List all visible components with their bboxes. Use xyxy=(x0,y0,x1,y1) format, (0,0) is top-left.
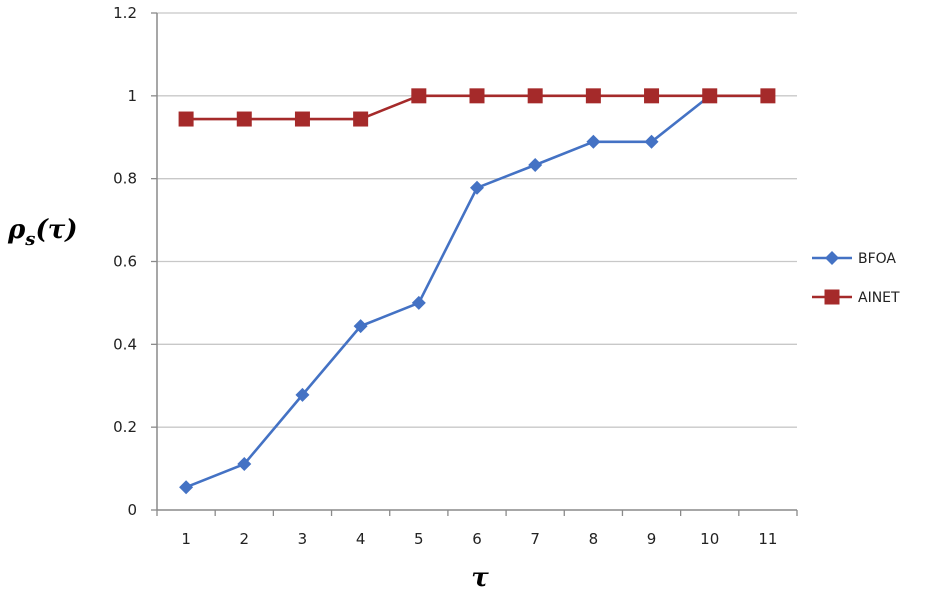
data-point-ainet xyxy=(702,88,718,104)
y-axis-title-sub: s xyxy=(24,229,35,250)
data-point-bfoa xyxy=(353,319,368,334)
data-point-ainet xyxy=(178,111,194,127)
y-tick-label: 1 xyxy=(127,87,137,105)
y-tick-label: 1.2 xyxy=(113,4,137,22)
x-tick-labels: 1 2 3 4 5 6 7 8 9 10 11 xyxy=(181,530,777,548)
data-point-bfoa xyxy=(179,480,194,495)
data-point-ainet xyxy=(760,88,776,104)
data-point-ainet xyxy=(294,111,310,127)
y-axis-title-main: ρ xyxy=(7,215,26,245)
legend-label: AINET xyxy=(858,290,900,306)
data-point-bfoa xyxy=(470,180,484,195)
data-point-ainet xyxy=(527,88,543,104)
data-point-bfoa xyxy=(586,134,601,149)
data-point-bfoa xyxy=(644,134,659,149)
x-tick-label: 9 xyxy=(647,530,657,548)
y-axis-title-paren: (τ) xyxy=(35,215,77,245)
legend: BFOA AINET xyxy=(812,251,900,306)
legend-marker-ainet xyxy=(824,289,840,305)
x-axis-title: τ xyxy=(471,563,489,592)
series-line-bfoa xyxy=(185,94,768,489)
data-point-ainet xyxy=(469,88,485,104)
data-point-ainet xyxy=(411,88,427,104)
data-point-ainet xyxy=(585,88,601,104)
x-tick-label: 1 xyxy=(181,530,191,548)
y-tick-label: 0.2 xyxy=(113,418,137,436)
x-tick-label: 11 xyxy=(758,530,777,548)
legend-marker-bfoa xyxy=(825,251,839,265)
y-axis-title: ρs(τ) xyxy=(7,215,78,250)
data-point-ainet xyxy=(644,88,660,104)
y-tick-labels: 0 0.2 0.4 0.6 0.8 1 1.2 xyxy=(113,4,137,519)
y-tick-label: 0 xyxy=(127,501,137,519)
x-tick-label: 3 xyxy=(298,530,308,548)
data-point-ainet xyxy=(236,111,252,127)
x-tick-label: 4 xyxy=(356,530,366,548)
series-bfoa xyxy=(179,88,775,495)
data-point-ainet xyxy=(353,111,369,127)
series-layer xyxy=(178,88,776,495)
x-tick-label: 7 xyxy=(530,530,540,548)
y-tick-label: 0.8 xyxy=(113,170,137,188)
axes xyxy=(151,12,798,516)
x-tick-label: 2 xyxy=(239,530,249,548)
x-tick-label: 8 xyxy=(589,530,599,548)
y-tick-label: 0.4 xyxy=(113,335,137,353)
gridlines xyxy=(157,12,797,428)
x-tick-label: 10 xyxy=(700,530,719,548)
data-point-bfoa xyxy=(295,387,310,402)
data-point-bfoa xyxy=(411,295,426,310)
x-tick-label: 5 xyxy=(414,530,424,548)
data-point-bfoa xyxy=(237,457,252,472)
legend-item-ainet: AINET xyxy=(812,289,900,306)
legend-item-bfoa: BFOA xyxy=(812,251,896,267)
legend-label: BFOA xyxy=(858,251,896,267)
series-ainet xyxy=(178,88,776,127)
x-tick-label: 6 xyxy=(472,530,482,548)
data-point-bfoa xyxy=(528,157,543,172)
y-tick-label: 0.6 xyxy=(113,253,137,271)
